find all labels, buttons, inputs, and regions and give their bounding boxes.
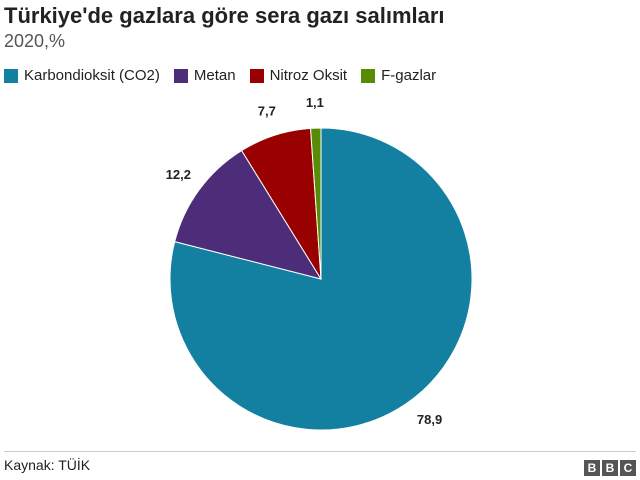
pie-slice-f-gazlar xyxy=(310,127,322,280)
legend-swatch-f-gazlar xyxy=(361,68,376,83)
legend-item-metan: Metan xyxy=(173,67,236,84)
pie-label-nitroz-oksit: 7,7 xyxy=(258,104,276,119)
legend-item-co2: Karbondioksit (CO2) xyxy=(4,67,160,84)
footer-divider xyxy=(4,451,636,452)
chart-title: Türkiye'de gazlara göre sera gazı salıml… xyxy=(4,3,445,28)
legend-label-co2: Karbondioksit (CO2) xyxy=(24,67,160,84)
bbc-logo-block: B xyxy=(602,460,618,476)
bbc-logo-block: C xyxy=(620,460,636,476)
legend-label-metan: Metan xyxy=(193,67,236,84)
legend-swatch-metan xyxy=(173,68,188,83)
legend-item-nitroz-oksit: Nitroz Oksit xyxy=(249,67,348,84)
legend-label-f-gazlar: F-gazlar xyxy=(381,67,437,84)
legend: Karbondioksit (CO2) Metan Nitroz Oksit F… xyxy=(4,67,450,84)
pie-label-co2: 78,9 xyxy=(417,412,442,427)
pie-slice-metan xyxy=(174,149,323,280)
pie-label-metan: 12,2 xyxy=(166,167,191,182)
legend-swatch-co2 xyxy=(4,68,18,83)
chart-subtitle: 2020,% xyxy=(4,31,66,51)
bbc-logo: B B C xyxy=(582,460,636,476)
legend-label-nitroz-oksit: Nitroz Oksit xyxy=(269,67,348,84)
legend-swatch-nitroz-oksit xyxy=(249,68,264,83)
pie-label-f-gazlar: 1,1 xyxy=(306,95,324,110)
source-note: Kaynak: TÜİK xyxy=(4,457,91,473)
bbc-logo-block: B xyxy=(584,460,600,476)
legend-item-f-gazlar: F-gazlar xyxy=(361,67,436,84)
